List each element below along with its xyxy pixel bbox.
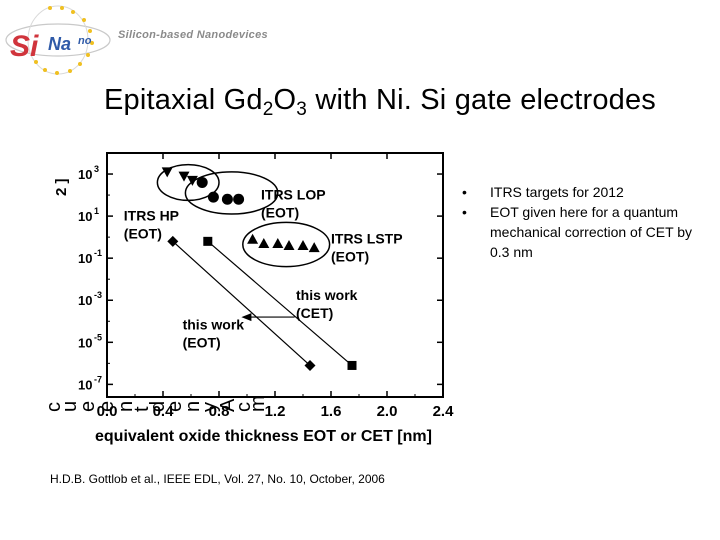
chart-annotation-label: (CET)	[296, 305, 333, 321]
x-axis-label: equivalent oxide thickness EOT or CET [n…	[95, 428, 432, 445]
logo-na-text: Na	[48, 34, 71, 54]
logo-tagline: Silicon-based Nanodevices	[118, 29, 268, 41]
y-tick-label-exponent: 3	[94, 164, 99, 174]
itrs-target-ellipse	[242, 221, 331, 268]
y-axis-label-overlap-glyph: c	[43, 402, 65, 412]
x-tick-label: 1.2	[265, 403, 286, 420]
data-point-triangle-up	[283, 240, 295, 251]
data-point-triangle-up	[247, 233, 259, 244]
chart-annotation-label: this work	[296, 287, 358, 303]
data-point-triangle-up	[272, 237, 284, 248]
trend-line	[172, 240, 311, 366]
data-point-triangle-down	[186, 175, 198, 186]
y-tick-label-base: 10	[78, 209, 92, 224]
y-tick-label-base: 10	[78, 293, 92, 308]
y-axis-label-overlap-glyph: e	[77, 401, 99, 412]
y-tick-label-base: 10	[78, 377, 92, 392]
y-axis-label-overlap-glyph: u	[59, 401, 81, 412]
chart-annotation-label: ITRS HP	[124, 207, 179, 223]
y-axis-label-overlap-glyph: e	[96, 401, 118, 412]
chart-annotation-label: (EOT)	[261, 204, 299, 220]
bullet-dot: •	[462, 184, 467, 200]
data-point-diamond	[304, 359, 316, 371]
citation: H.D.B. Gottlob et al., IEEE EDL, Vol. 27…	[50, 472, 385, 486]
y-tick-label-exponent: -3	[94, 290, 102, 300]
y-tick-label-base: 10	[78, 335, 92, 350]
data-point-square	[347, 360, 357, 370]
bullet-dot: •	[462, 204, 467, 220]
y-axis-label-overlap-glyph: n	[115, 401, 137, 412]
y-axis-label-overlap-glyph: c	[233, 402, 255, 412]
data-point-diamond	[167, 235, 179, 247]
data-point-square	[203, 236, 213, 246]
y-axis-label-overlap-glyph: y	[199, 402, 221, 412]
slide-title: Epitaxial Gd2O3 with Ni. Si gate electro…	[0, 84, 720, 120]
chart-annotation-label: this work	[183, 317, 245, 333]
chart-annotation-label: (EOT)	[331, 248, 369, 264]
annotation-arrow-head	[241, 313, 252, 322]
data-point-circle	[207, 191, 219, 203]
title-sub-2: 2	[262, 99, 274, 120]
bullet-text: EOT given here for a quantum mechanical …	[490, 204, 693, 260]
x-tick-label: 0.8	[209, 403, 230, 420]
y-axis-label-overlap-glyph: n	[182, 401, 204, 412]
chart-annotation-label: (EOT)	[124, 225, 162, 241]
x-tick-label: 0.0	[97, 403, 118, 420]
bullet-list: • ITRS targets for 2012 • EOT given here…	[462, 182, 712, 262]
title-part-2: O	[273, 84, 297, 116]
title-part-3: with Ni. Si gate electrodes	[307, 84, 657, 116]
x-tick-label: 2.0	[377, 403, 398, 420]
bullet-text: ITRS targets for 2012	[490, 184, 624, 200]
bullet-item: • EOT given here for a quantum mechanica…	[462, 202, 712, 262]
chart-annotation-label: (EOT)	[183, 335, 221, 351]
title-part-1: Epitaxial Gd	[103, 84, 263, 116]
y-tick-label-base: 10	[78, 251, 92, 266]
data-point-triangle-up	[308, 242, 320, 253]
trend-line	[207, 240, 353, 366]
data-point-triangle-down	[178, 171, 190, 182]
data-point-triangle-up	[297, 240, 309, 251]
bullet-item: • ITRS targets for 2012	[462, 182, 712, 202]
y-tick-label-exponent: -7	[94, 374, 102, 384]
chart-annotation-label: ITRS LOP	[261, 186, 326, 202]
data-point-circle	[196, 176, 208, 188]
y-axis-label-overlap-glyph: t	[131, 406, 153, 412]
data-point-circle	[221, 193, 233, 205]
data-point-triangle-down	[161, 167, 173, 178]
y-axis-label-overlap-glyph: A	[217, 398, 239, 412]
logo-no-text: no	[78, 35, 92, 47]
chart-annotation-label: ITRS LSTP	[331, 230, 403, 246]
y-tick-label-base: 10	[78, 167, 92, 182]
x-tick-label: 0.4	[153, 403, 175, 420]
y-axis-label-overlap-glyph: m	[247, 395, 269, 412]
logo-orbit-ring	[5, 23, 111, 57]
y-tick-label-exponent: -5	[94, 332, 102, 342]
x-tick-label: 2.4	[433, 403, 455, 420]
x-tick-label: 1.6	[321, 403, 342, 420]
itrs-target-ellipse	[184, 171, 279, 215]
logo-stars	[34, 6, 94, 75]
y-tick-label-exponent: -1	[94, 248, 102, 258]
sinano-logo-graphic: Si Na no	[5, 5, 111, 75]
y-axis-label-overlap-glyph: d	[147, 401, 169, 412]
data-point-triangle-up	[258, 237, 270, 248]
y-axis-label-overlap-glyph: e	[164, 401, 186, 412]
y-tick-label-exponent: 1	[94, 206, 99, 216]
title-sub-3: 3	[296, 99, 308, 120]
sinano-logo: Si Na no Silicon-based Nanodevices	[0, 0, 330, 80]
y-axis-label: 2 ]	[53, 178, 70, 196]
data-point-circle	[233, 193, 245, 205]
logo-si-text: Si	[10, 30, 39, 63]
